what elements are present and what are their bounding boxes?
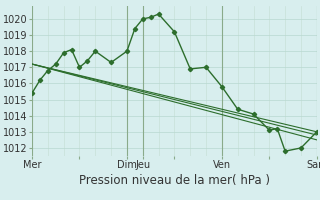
X-axis label: Pression niveau de la mer( hPa ): Pression niveau de la mer( hPa ) xyxy=(79,174,270,187)
